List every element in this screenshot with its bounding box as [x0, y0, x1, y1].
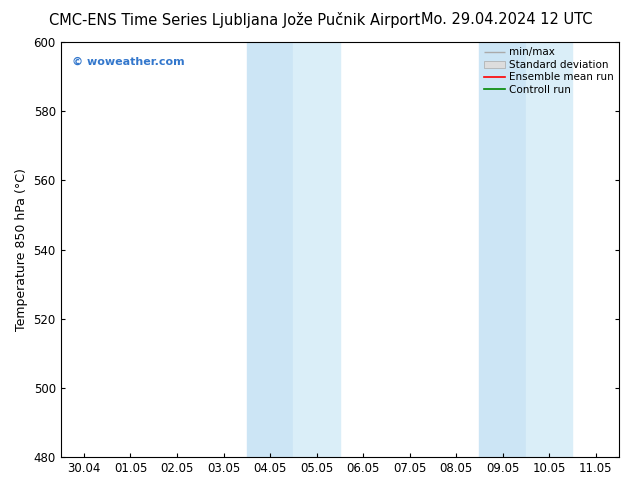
- Bar: [294, 42, 340, 457]
- Text: © woweather.com: © woweather.com: [72, 56, 184, 67]
- Text: Mo. 29.04.2024 12 UTC: Mo. 29.04.2024 12 UTC: [422, 12, 593, 27]
- Text: CMC-ENS Time Series Ljubljana Jože Pučnik Airport: CMC-ENS Time Series Ljubljana Jože Pučni…: [49, 12, 420, 28]
- Bar: [479, 42, 526, 457]
- Bar: [526, 42, 573, 457]
- Y-axis label: Temperature 850 hPa (°C): Temperature 850 hPa (°C): [15, 168, 28, 331]
- Bar: [247, 42, 294, 457]
- Legend: min/max, Standard deviation, Ensemble mean run, Controll run: min/max, Standard deviation, Ensemble me…: [482, 45, 616, 97]
